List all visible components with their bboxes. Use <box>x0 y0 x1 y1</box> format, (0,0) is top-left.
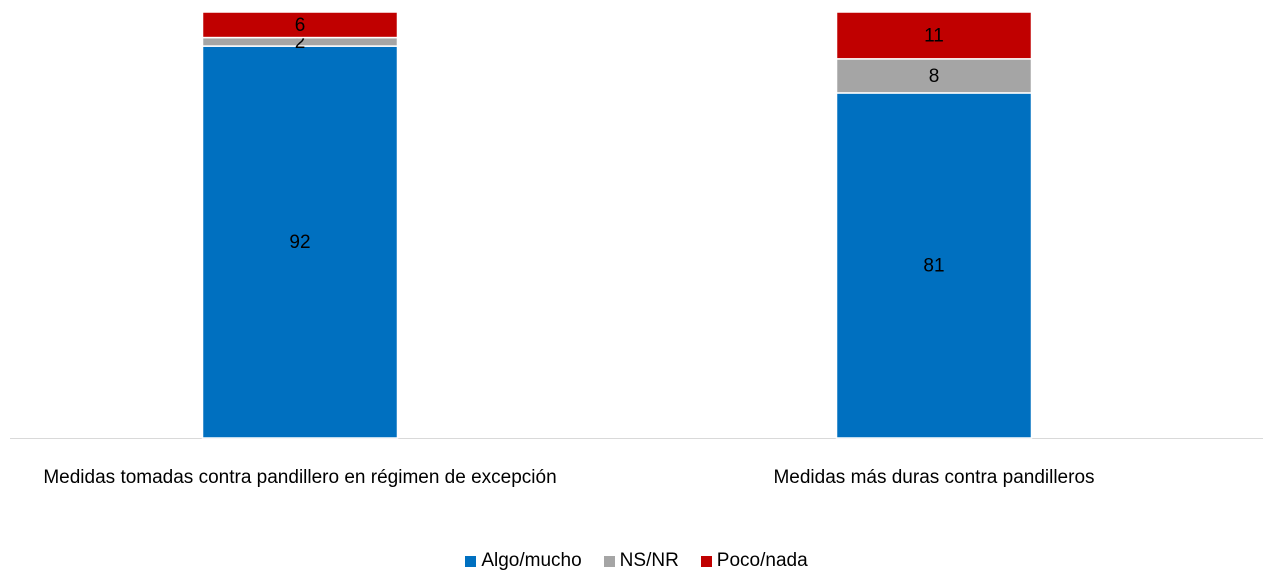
x-tick-label: Medidas más duras contra pandilleros <box>773 467 1095 488</box>
legend-item: Algo/mucho <box>465 550 582 572</box>
legend-swatch <box>603 555 615 567</box>
data-label: 2 <box>295 32 306 53</box>
legend-item: Poco/nada <box>700 550 808 572</box>
data-label: 92 <box>289 232 310 253</box>
legend-item: NS/NR <box>603 550 679 572</box>
data-label: 81 <box>923 255 944 276</box>
legend-swatch <box>700 555 712 567</box>
legend-label: Poco/nada <box>716 550 808 571</box>
legend: Algo/mucho NS/NR Poco/nada <box>0 550 1273 572</box>
bar-segment <box>835 11 1033 60</box>
bar-segment <box>201 45 399 439</box>
bar-segment <box>835 58 1033 94</box>
legend-swatch <box>465 555 477 567</box>
data-label: 11 <box>924 25 944 46</box>
data-label: 8 <box>929 66 940 87</box>
bar-segment <box>201 11 399 39</box>
legend-label: NS/NR <box>619 550 679 571</box>
data-label: 6 <box>295 15 306 36</box>
legend-label: Algo/mucho <box>481 550 582 571</box>
x-tick-label: Medidas tomadas contra pandillero en rég… <box>43 467 557 488</box>
